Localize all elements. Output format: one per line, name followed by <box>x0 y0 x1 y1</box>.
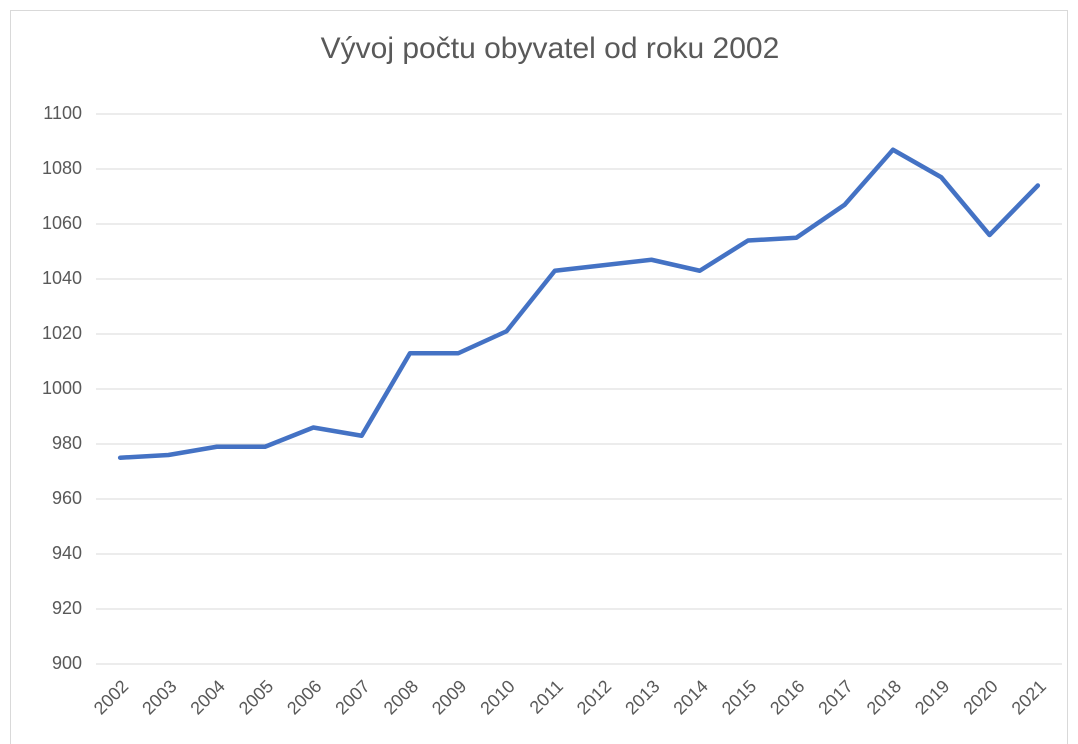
y-tick-label: 920 <box>52 598 82 618</box>
chart-title: Vývoj počtu obyvatel od roku 2002 <box>321 32 780 65</box>
y-tick-label: 1080 <box>42 158 82 178</box>
y-tick-label: 960 <box>52 488 82 508</box>
data-line <box>117 147 1041 460</box>
y-tick-label: 1040 <box>42 268 82 288</box>
y-tick-label: 1020 <box>42 323 82 343</box>
y-tick-label: 1000 <box>42 378 82 398</box>
y-tick-label: 1100 <box>43 103 82 123</box>
y-tick-label: 940 <box>52 543 82 563</box>
y-tick-label: 980 <box>52 433 82 453</box>
y-tick-label: 900 <box>52 653 82 673</box>
y-tick-label: 1060 <box>42 213 82 233</box>
chart-frame <box>10 10 1068 744</box>
